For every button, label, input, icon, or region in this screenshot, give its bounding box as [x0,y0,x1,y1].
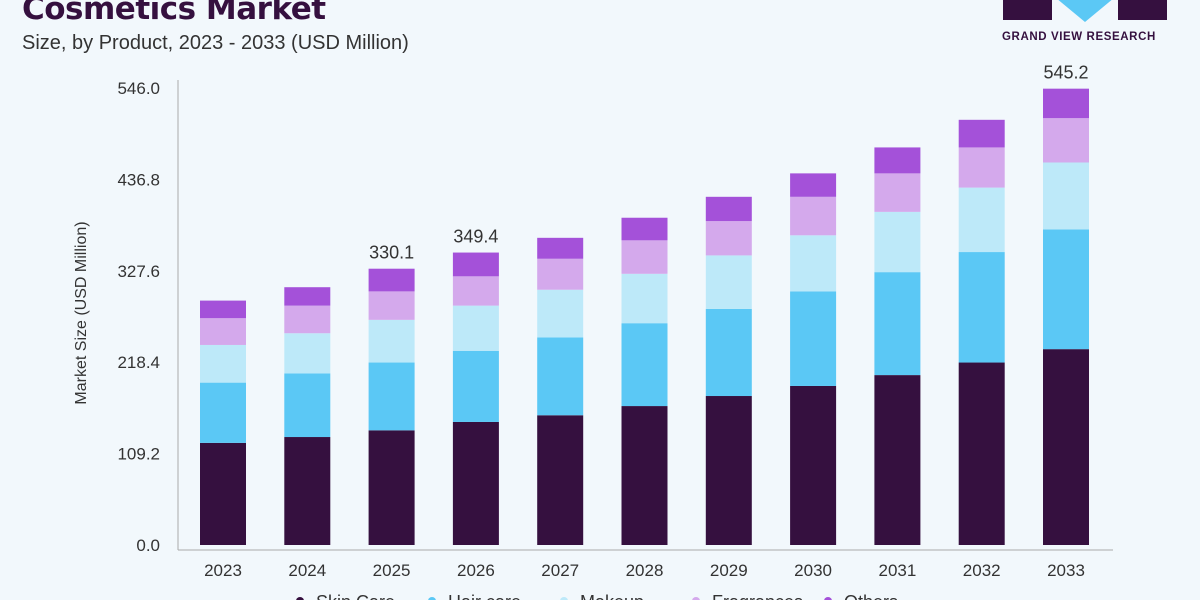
bar-segment-others [958,119,1005,148]
data-label: 330.1 [369,243,414,263]
logo-block-right [1118,0,1167,20]
legend-label: Others [844,592,898,600]
y-tick-label: 218.4 [117,353,160,372]
bar-segment-fragrances [284,305,331,334]
bar-segment-skin-care [958,362,1005,545]
bar-segment-hair-care [705,308,752,397]
bar-segment-hair-care [284,373,331,438]
bar-segment-hair-care [790,291,837,386]
x-tick-label: 2032 [963,561,1001,580]
x-tick-label: 2026 [457,561,495,580]
bar-segment-fragrances [200,318,246,345]
x-tick-label: 2030 [794,561,832,580]
bar-segment-others [790,173,837,197]
y-tick-label: 109.2 [117,445,160,464]
bar-segment-makeup [874,211,921,273]
bar-segment-makeup [958,187,1005,253]
bar-segment-others [705,196,752,222]
chart-subtitle: Size, by Product, 2023 - 2033 (USD Milli… [22,32,409,54]
chart-title: Cosmetics Market [22,0,326,27]
data-label: 349.4 [453,227,498,247]
bar-segment-makeup [537,289,584,338]
bar-segment-hair-care [537,337,584,416]
bar-segment-makeup [452,305,499,351]
legend-label: Hair care [448,592,521,600]
bar-segment-skin-care [790,385,837,545]
logo [1003,0,1167,22]
bar-segment-makeup [284,333,331,374]
bar-segment-skin-care [705,396,752,545]
bar-segment-fragrances [368,291,415,320]
y-tick-label: 436.8 [117,170,160,189]
bar-segment-skin-care [621,406,668,545]
bar-segment-makeup [621,273,668,324]
bar-segment-skin-care [452,421,499,545]
bar-segment-others [368,268,415,292]
bar-segment-fragrances [790,196,837,236]
bar-segment-fragrances [537,258,584,290]
x-tick-label: 2027 [541,561,579,580]
bar-segment-fragrances [705,221,752,256]
bar-segment-others [200,300,246,319]
bar-segment-hair-care [368,362,415,431]
bar-segment-makeup [368,319,415,363]
legend-marker [428,597,436,600]
legend-marker [824,597,832,600]
bar-segment-hair-care [958,252,1005,363]
bar-segment-makeup [705,255,752,309]
legend-label: Fragrances [712,592,803,600]
bar-segment-skin-care [537,415,584,545]
bar-segment-others [537,237,584,259]
bar-segment-hair-care [452,350,499,422]
bar-segment-skin-care [874,375,921,545]
bar-segment-makeup [790,235,837,292]
bar-segment-hair-care [874,272,921,376]
x-tick-label: 2023 [204,561,242,580]
bar-segment-hair-care [621,323,668,407]
logo-triangle [1058,0,1112,22]
bar-segment-others [284,287,331,306]
bar-segment-others [452,252,499,277]
y-tick-label: 546.0 [117,79,160,98]
legend-marker [296,597,304,600]
bar-segment-fragrances [621,240,668,274]
bar-segment-skin-care [1043,349,1089,545]
bar-segment-makeup [200,344,246,383]
bar-segment-skin-care [284,437,331,545]
y-axis-title: Market Size (USD Million) [73,221,90,404]
legend-marker [560,597,568,600]
bar-segment-skin-care [368,430,415,545]
bar-segment-fragrances [958,147,1005,188]
data-label: 545.2 [1043,63,1088,83]
bar-segment-others [621,217,668,241]
bar-segment-fragrances [1043,118,1089,163]
bar-segment-hair-care [1043,229,1089,350]
logo-text: GRAND VIEW RESEARCH [1002,31,1156,43]
legend-marker [692,597,700,600]
x-tick-label: 2033 [1047,561,1085,580]
x-tick-label: 2031 [878,561,916,580]
bar-segment-makeup [1043,162,1089,230]
x-tick-label: 2029 [710,561,748,580]
x-tick-label: 2028 [626,561,664,580]
legend-label: Makeup [580,592,644,600]
legend-label: Skin Care [316,592,395,600]
bar-segment-others [874,147,921,174]
bar-segment-skin-care [200,442,246,545]
bar-segment-fragrances [874,173,921,212]
bar-segment-hair-care [200,382,246,443]
x-tick-label: 2025 [373,561,411,580]
logo-block-left [1003,0,1052,20]
bar-segment-fragrances [452,276,499,306]
bar-segment-others [1043,88,1089,119]
x-tick-label: 2024 [288,561,326,580]
y-tick-label: 327.6 [117,262,160,281]
y-tick-label: 0.0 [136,536,160,555]
